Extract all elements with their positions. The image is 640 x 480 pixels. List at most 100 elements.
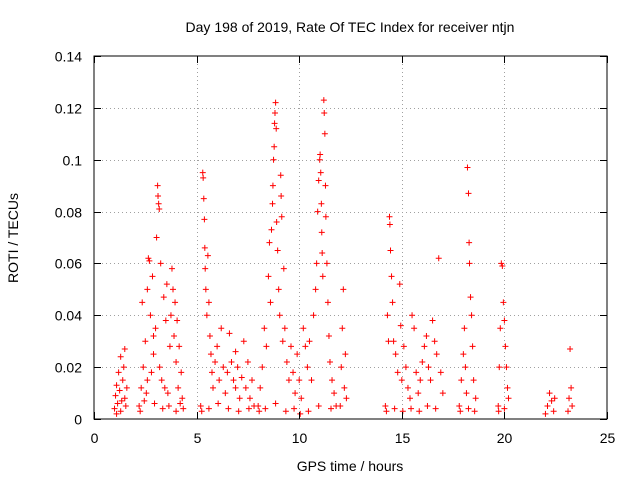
data-point — [342, 351, 349, 358]
data-point — [544, 403, 551, 410]
data-point — [315, 177, 322, 184]
data-point — [294, 351, 301, 358]
data-point — [136, 403, 143, 410]
data-point — [117, 353, 124, 360]
data-point — [319, 250, 326, 257]
data-point — [162, 317, 169, 324]
data-point — [113, 382, 120, 389]
data-point — [161, 384, 168, 391]
data-point — [112, 392, 119, 399]
data-point — [419, 358, 426, 365]
data-point — [324, 299, 331, 306]
data-point — [172, 299, 179, 306]
data-point — [115, 369, 122, 376]
data-point — [148, 369, 155, 376]
data-point — [313, 260, 320, 267]
data-point — [318, 200, 325, 207]
data-point — [392, 351, 399, 358]
data-point — [271, 120, 278, 127]
data-point — [417, 377, 424, 384]
data-point — [259, 364, 266, 371]
data-point — [568, 384, 575, 391]
x-tick-label: 0 — [91, 430, 99, 446]
data-point — [245, 405, 252, 412]
data-point — [466, 260, 473, 267]
data-point — [495, 403, 502, 410]
data-point — [387, 247, 394, 254]
y-tick-label: 0.14 — [55, 49, 82, 65]
data-point — [143, 390, 150, 397]
data-point — [465, 190, 472, 197]
data-point — [498, 260, 505, 267]
data-point — [208, 369, 215, 376]
data-point — [321, 110, 328, 117]
data-point — [338, 364, 345, 371]
data-point — [396, 281, 403, 288]
data-point — [225, 405, 232, 412]
data-point — [500, 299, 507, 306]
data-point — [269, 200, 276, 207]
chart-title: Day 198 of 2019, Rate Of TEC Index for r… — [186, 19, 515, 35]
data-point — [471, 408, 478, 415]
data-point — [505, 395, 512, 402]
data-point — [391, 405, 398, 412]
y-tick-label: 0 — [74, 412, 82, 428]
data-point — [433, 351, 440, 358]
data-point — [317, 151, 324, 158]
data-point — [137, 408, 144, 415]
data-point — [407, 395, 414, 402]
data-point — [425, 364, 432, 371]
data-point — [179, 395, 186, 402]
data-point — [117, 408, 124, 415]
data-point — [281, 325, 288, 332]
data-point — [285, 377, 292, 384]
data-point — [159, 405, 166, 412]
data-point — [173, 408, 180, 415]
data-point — [322, 182, 329, 189]
data-point — [152, 325, 159, 332]
data-point — [300, 325, 307, 332]
data-point — [457, 408, 464, 415]
data-point — [382, 403, 389, 410]
data-point — [151, 400, 158, 407]
data-point — [435, 255, 442, 262]
data-point — [171, 333, 178, 340]
data-point — [565, 408, 572, 415]
data-point — [320, 97, 327, 104]
data-point — [167, 312, 174, 319]
data-point — [273, 218, 280, 225]
data-point — [283, 358, 290, 365]
data-point — [437, 369, 444, 376]
data-point — [550, 408, 557, 415]
data-point — [267, 299, 274, 306]
data-point — [165, 403, 172, 410]
data-point — [464, 164, 471, 171]
data-point — [312, 286, 319, 293]
x-tick-label: 20 — [497, 430, 513, 446]
data-point — [287, 343, 294, 350]
data-point — [394, 369, 401, 376]
data-point — [272, 400, 279, 407]
data-point — [277, 172, 284, 179]
data-point — [271, 143, 278, 150]
data-point — [439, 390, 446, 397]
data-point — [269, 182, 276, 189]
data-point — [266, 239, 273, 246]
data-point — [305, 408, 312, 415]
data-point — [463, 390, 470, 397]
data-point — [153, 234, 160, 241]
data-point — [499, 263, 506, 270]
data-point — [314, 208, 321, 215]
data-point — [460, 351, 467, 358]
data-point — [235, 408, 242, 415]
data-point — [198, 408, 205, 415]
data-point — [542, 410, 549, 417]
data-point — [268, 226, 275, 233]
x-tick-label: 5 — [194, 430, 202, 446]
data-point — [497, 325, 504, 332]
data-point — [201, 216, 208, 223]
data-point — [168, 265, 175, 272]
data-point — [566, 395, 573, 402]
data-point — [242, 384, 249, 391]
